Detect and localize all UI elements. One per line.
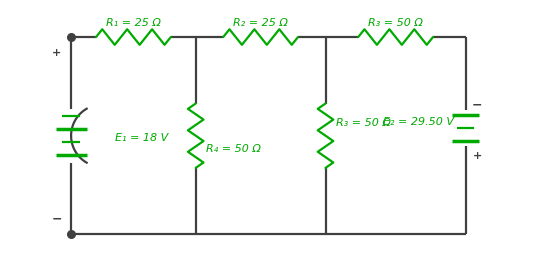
Text: R₁ = 25 Ω: R₁ = 25 Ω [106, 18, 161, 28]
Text: E₁ = 18 V: E₁ = 18 V [115, 133, 169, 143]
Text: E₂ = 29.50 V: E₂ = 29.50 V [383, 117, 454, 127]
Text: −: − [51, 212, 62, 225]
Text: R₄ = 50 Ω: R₄ = 50 Ω [206, 144, 261, 154]
Text: R₃ = 50 Ω: R₃ = 50 Ω [336, 118, 391, 128]
Text: R₂ = 25 Ω: R₂ = 25 Ω [233, 18, 288, 28]
Text: R₃ = 50 Ω: R₃ = 50 Ω [368, 18, 423, 28]
Text: −: − [472, 98, 482, 111]
Text: +: + [473, 151, 482, 162]
Text: +: + [52, 48, 61, 58]
